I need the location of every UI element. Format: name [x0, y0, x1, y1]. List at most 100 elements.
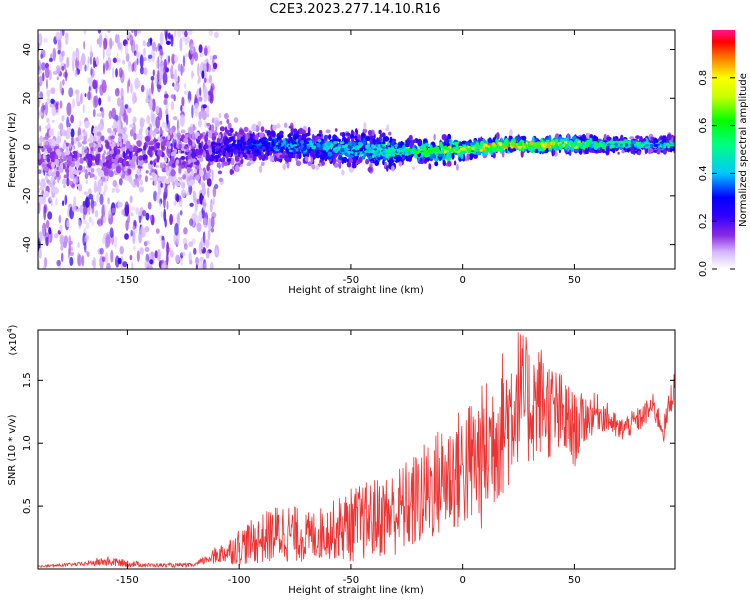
heatmap-cell	[434, 161, 439, 167]
heatmap-cell	[209, 261, 214, 269]
heatmap-cell	[255, 124, 260, 133]
heatmap-cell	[151, 41, 156, 52]
heatmap-cell	[161, 235, 165, 241]
heatmap-cell	[366, 148, 370, 153]
heatmap-cell	[209, 168, 212, 174]
heatmap-cell	[92, 79, 97, 90]
heatmap-cell	[92, 57, 96, 69]
heatmap-cell	[61, 50, 65, 57]
heatmap-cell	[41, 146, 45, 153]
heatmap-cell	[182, 174, 187, 180]
heatmap-cell	[154, 158, 157, 164]
heatmap-cell	[290, 137, 293, 141]
heatmap-cell	[159, 126, 162, 135]
heatmap-cell	[74, 69, 78, 77]
heatmap-cell	[191, 131, 195, 140]
heatmap-cell	[182, 55, 186, 68]
heatmap-cell	[183, 90, 188, 95]
heatmap-cell	[246, 162, 252, 167]
heatmap-cell	[38, 146, 41, 154]
heatmap-cell	[196, 152, 201, 156]
heatmap-cell	[106, 48, 111, 58]
heatmap-cell	[145, 240, 150, 246]
heatmap-cell	[208, 217, 212, 232]
heatmap-cell	[536, 141, 541, 144]
heatmap-cell	[142, 154, 148, 162]
heatmap-cell	[38, 231, 43, 242]
heatmap-cell	[278, 149, 284, 154]
heatmap-cell	[163, 58, 167, 70]
heatmap-cell	[63, 184, 66, 189]
heatmap-cell	[115, 68, 118, 78]
heatmap-cell	[198, 96, 203, 102]
heatmap-cell	[110, 249, 114, 263]
heatmap-cell	[642, 138, 647, 142]
heatmap-cell	[153, 190, 158, 202]
heatmap-cell	[634, 143, 638, 146]
heatmap-cell	[48, 169, 52, 177]
heatmap-cell	[259, 148, 263, 152]
spectrogram-panel: -150 -100 -50 0 50 -40 -20 0 20 40 Height of stra…	[7, 29, 676, 296]
heatmap-cell	[353, 146, 358, 149]
heatmap-cell	[74, 89, 80, 95]
colorbar-ticks: 0.0 0.2 0.4 0.6 0.8	[698, 70, 735, 277]
heatmap-cell	[165, 166, 168, 173]
heatmap-cell	[114, 160, 118, 165]
heatmap-cell	[174, 223, 179, 236]
heatmap-cell	[144, 246, 150, 253]
heatmap-cell	[278, 142, 282, 146]
heatmap-cell	[155, 228, 160, 235]
heatmap-cell	[129, 124, 134, 128]
heatmap-cell	[495, 132, 500, 140]
heatmap-cell	[245, 133, 249, 142]
heatmap-cell	[55, 197, 58, 206]
heatmap-cell	[390, 165, 395, 172]
heatmap-cell	[525, 143, 528, 146]
heatmap-cell	[554, 138, 559, 144]
heatmap-cell	[64, 33, 69, 46]
heatmap-cell	[148, 142, 153, 146]
heatmap-cell	[243, 126, 249, 133]
heatmap-cell	[48, 227, 52, 235]
heatmap-cell	[101, 108, 105, 119]
heatmap-cell	[192, 190, 197, 203]
heatmap-cell	[322, 147, 327, 150]
heatmap-cell	[166, 142, 170, 147]
heatmap-cell	[650, 136, 654, 142]
heatmap-cell	[452, 147, 455, 150]
heatmap-cell	[130, 229, 133, 237]
heatmap-cell	[351, 157, 357, 165]
heatmap-cell	[164, 218, 167, 228]
heatmap-cell	[200, 257, 203, 263]
heatmap-cell	[97, 30, 102, 34]
heatmap-cell	[89, 44, 93, 58]
heatmap-cell	[83, 191, 89, 195]
heatmap-cell	[372, 149, 375, 154]
heatmap-cell	[386, 124, 390, 132]
heatmap-cell	[203, 217, 209, 228]
heatmap-cell	[237, 147, 241, 151]
heatmap-cell	[143, 144, 147, 151]
heatmap-cell	[334, 138, 338, 142]
heatmap-cell	[175, 178, 179, 185]
heatmap-cell	[124, 43, 129, 57]
heatmap-cell	[401, 149, 404, 153]
heatmap-cell	[274, 155, 278, 162]
heatmap-cell	[144, 260, 149, 269]
heatmap-cell	[173, 132, 177, 140]
heatmap-cell	[204, 134, 209, 143]
heatmap-cell	[206, 152, 209, 158]
heatmap-cell	[81, 145, 86, 157]
heatmap-cell	[198, 210, 203, 223]
heatmap-cell	[164, 155, 168, 163]
heatmap-cell	[519, 142, 523, 146]
heatmap-cell	[56, 259, 61, 267]
heatmap-cell	[215, 248, 218, 256]
heatmap-cell	[103, 183, 108, 192]
heatmap-cell	[75, 93, 80, 106]
heatmap-cell	[203, 85, 208, 98]
heatmap-cell	[61, 30, 65, 36]
heatmap-cell	[46, 117, 50, 123]
heatmap-cell	[170, 169, 176, 177]
heatmap-cell	[117, 133, 123, 137]
